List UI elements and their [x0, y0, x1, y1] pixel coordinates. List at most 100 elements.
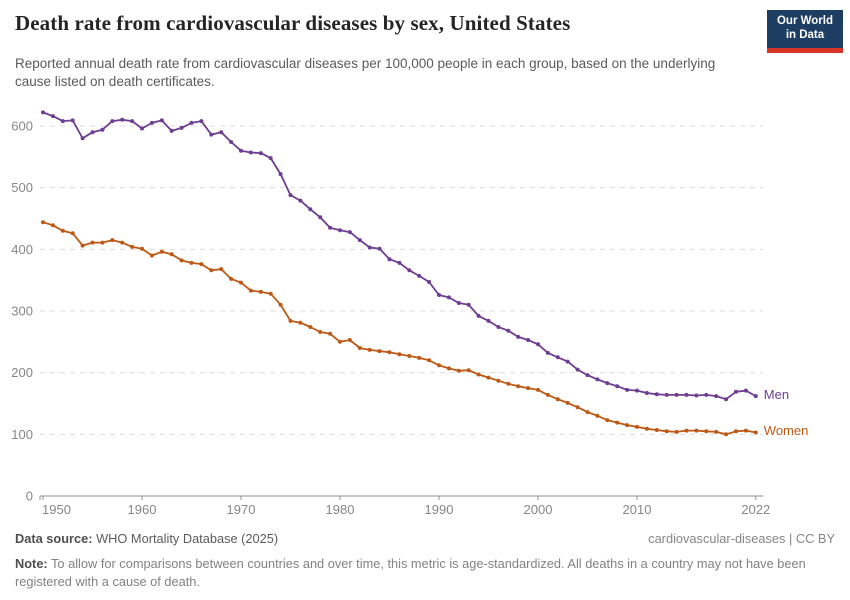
data-point[interactable] — [347, 338, 352, 342]
data-point[interactable] — [694, 428, 699, 433]
series-label-men[interactable]: Men — [763, 387, 790, 403]
data-point[interactable] — [248, 288, 253, 293]
data-point[interactable] — [100, 127, 105, 132]
data-point[interactable] — [268, 156, 273, 161]
data-point[interactable] — [357, 238, 362, 243]
data-point[interactable] — [130, 119, 135, 124]
data-point[interactable] — [734, 429, 738, 434]
data-point[interactable] — [318, 215, 323, 220]
data-point[interactable] — [248, 150, 253, 155]
data-point[interactable] — [229, 140, 234, 144]
data-point[interactable] — [308, 207, 313, 212]
data-point[interactable] — [427, 358, 432, 363]
data-point[interactable] — [130, 244, 135, 249]
data-point[interactable] — [506, 381, 511, 386]
data-point[interactable] — [268, 291, 273, 296]
data-point[interactable] — [654, 428, 659, 432]
data-point[interactable] — [41, 110, 45, 115]
data-point[interactable] — [169, 252, 174, 257]
data-point[interactable] — [278, 172, 283, 177]
data-point[interactable] — [516, 334, 521, 339]
data-point[interactable] — [496, 325, 501, 329]
data-point[interactable] — [149, 120, 154, 125]
data-point[interactable] — [278, 302, 283, 307]
data-point[interactable] — [219, 130, 224, 135]
data-point[interactable] — [664, 429, 669, 434]
data-point[interactable] — [298, 198, 303, 203]
data-point[interactable] — [298, 320, 303, 325]
data-point[interactable] — [625, 387, 630, 392]
data-point[interactable] — [644, 391, 649, 395]
data-point[interactable] — [169, 128, 174, 133]
data-point[interactable] — [565, 400, 570, 405]
series-line[interactable] — [42, 221, 756, 436]
data-point[interactable] — [743, 428, 748, 433]
data-point[interactable] — [684, 428, 689, 433]
data-point[interactable] — [239, 280, 243, 285]
data-point[interactable] — [407, 268, 412, 273]
data-point[interactable] — [615, 384, 620, 389]
data-point[interactable] — [258, 151, 263, 156]
data-point[interactable] — [110, 238, 115, 243]
data-point[interactable] — [159, 118, 164, 123]
data-point[interactable] — [635, 388, 639, 393]
data-point[interactable] — [258, 289, 263, 294]
data-point[interactable] — [209, 268, 214, 273]
data-point[interactable] — [654, 392, 659, 397]
data-point[interactable] — [110, 119, 115, 124]
data-point[interactable] — [486, 375, 491, 380]
data-point[interactable] — [328, 331, 333, 336]
data-point[interactable] — [387, 257, 392, 262]
attribution[interactable]: cardiovascular-diseases | CC BY — [648, 531, 835, 546]
data-point[interactable] — [605, 381, 610, 386]
data-point[interactable] — [516, 384, 521, 389]
data-point[interactable] — [446, 366, 451, 371]
data-point[interactable] — [496, 378, 501, 383]
data-point[interactable] — [714, 394, 719, 399]
data-point[interactable] — [179, 258, 184, 263]
data-point[interactable] — [476, 313, 481, 318]
data-point[interactable] — [526, 338, 531, 342]
data-point[interactable] — [466, 368, 471, 373]
data-point[interactable] — [199, 262, 204, 267]
data-point[interactable] — [753, 394, 758, 399]
data-point[interactable] — [338, 228, 342, 233]
data-point[interactable] — [367, 245, 372, 250]
data-point[interactable] — [704, 392, 709, 397]
data-point[interactable] — [625, 423, 630, 428]
data-point[interactable] — [437, 363, 441, 368]
data-point[interactable] — [555, 355, 560, 360]
data-point[interactable] — [684, 392, 689, 397]
data-point[interactable] — [476, 372, 481, 377]
data-point[interactable] — [199, 119, 204, 124]
owid-logo[interactable]: Our World in Data — [767, 10, 843, 53]
data-point[interactable] — [555, 397, 560, 402]
data-point[interactable] — [100, 240, 105, 245]
data-point[interactable] — [456, 368, 461, 373]
data-point[interactable] — [526, 386, 531, 391]
data-point[interactable] — [595, 413, 600, 418]
data-point[interactable] — [397, 352, 402, 357]
data-point[interactable] — [585, 410, 590, 415]
data-point[interactable] — [80, 136, 85, 141]
data-point[interactable] — [179, 125, 184, 130]
data-point[interactable] — [318, 330, 323, 334]
data-point[interactable] — [714, 429, 719, 434]
data-point[interactable] — [90, 240, 95, 245]
data-point[interactable] — [734, 389, 738, 394]
data-point[interactable] — [50, 114, 55, 119]
data-point[interactable] — [674, 429, 679, 434]
data-point[interactable] — [407, 354, 412, 358]
data-point[interactable] — [377, 246, 382, 251]
data-point[interactable] — [189, 260, 194, 265]
data-point[interactable] — [575, 405, 580, 410]
data-point[interactable] — [456, 301, 461, 305]
data-point[interactable] — [585, 373, 590, 378]
data-point[interactable] — [387, 350, 392, 355]
data-point[interactable] — [229, 276, 234, 281]
data-point[interactable] — [120, 240, 125, 245]
data-point[interactable] — [149, 253, 154, 258]
data-point[interactable] — [704, 429, 709, 434]
data-point[interactable] — [140, 246, 144, 251]
data-point[interactable] — [357, 346, 362, 350]
